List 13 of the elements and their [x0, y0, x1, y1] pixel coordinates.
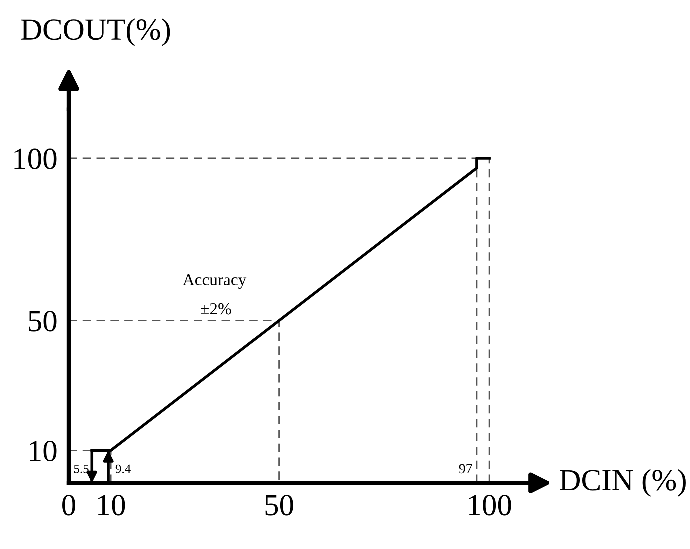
annotation: Accuracy — [182, 274, 247, 289]
x-axis-title: DCIN (%) — [560, 469, 686, 497]
x-tick-label: 100 — [469, 495, 512, 516]
y-tick-label: 10 — [30, 440, 57, 462]
x-tick-label: 0 — [62, 495, 76, 516]
y-tick-label: 100 — [14, 148, 57, 170]
x-tick-label: 50 — [266, 495, 294, 516]
annotation: 9.4 — [116, 464, 131, 474]
x-tick-label: 10 — [98, 495, 126, 516]
y-tick-label: 50 — [29, 311, 57, 332]
y-axis-title: DCOUT(%) — [21, 18, 170, 46]
annotation: 97 — [459, 464, 472, 474]
annotation: ±2% — [201, 303, 232, 315]
